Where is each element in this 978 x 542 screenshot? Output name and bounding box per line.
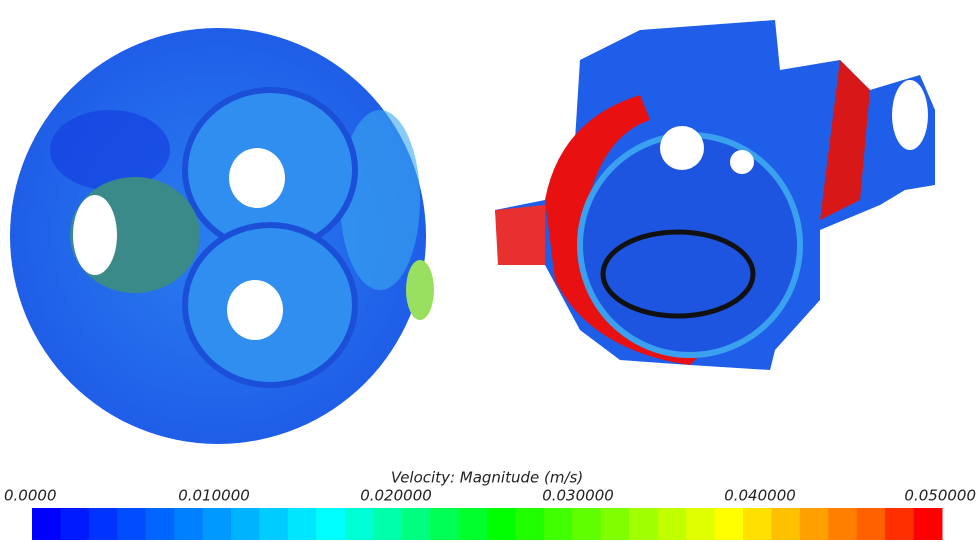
color-band <box>32 508 61 540</box>
color-band <box>544 508 573 540</box>
color-band <box>828 508 857 540</box>
color-band <box>316 508 345 540</box>
color-band <box>885 508 914 540</box>
color-band <box>572 508 601 540</box>
right-rendering <box>495 20 935 370</box>
color-band <box>515 508 544 540</box>
color-band <box>89 508 118 540</box>
tick-label: 0.020000 <box>360 487 432 505</box>
color-band <box>771 508 800 540</box>
color-band <box>800 508 829 540</box>
color-band <box>857 508 886 540</box>
tick-label: 0.050000 <box>904 487 976 505</box>
color-band <box>914 508 943 540</box>
color-band <box>174 508 203 540</box>
tick-label: 0.030000 <box>542 487 614 505</box>
tick-label: 0.0000 <box>4 487 57 505</box>
tick-label: 0.040000 <box>724 487 796 505</box>
color-band <box>203 508 232 540</box>
color-band <box>345 508 374 540</box>
color-band <box>658 508 687 540</box>
tick-label: 0.010000 <box>178 487 250 505</box>
color-band <box>260 508 289 540</box>
color-band <box>117 508 146 540</box>
colorbar-title: Velocity: Magnitude (m/s) <box>391 469 583 487</box>
color-band <box>686 508 715 540</box>
color-band <box>715 508 744 540</box>
color-band <box>146 508 175 540</box>
color-band <box>60 508 89 540</box>
color-band <box>373 508 402 540</box>
color-band <box>288 508 317 540</box>
color-band <box>629 508 658 540</box>
color-band <box>459 508 488 540</box>
color-band <box>487 508 516 540</box>
color-band <box>601 508 630 540</box>
color-band <box>402 508 431 540</box>
color-band <box>231 508 260 540</box>
color-band <box>743 508 772 540</box>
scene: Velocity: Magnitude (m/s) 0.0000 0.010000… <box>0 0 978 542</box>
color-band <box>430 508 459 540</box>
left-rendering <box>10 28 434 444</box>
